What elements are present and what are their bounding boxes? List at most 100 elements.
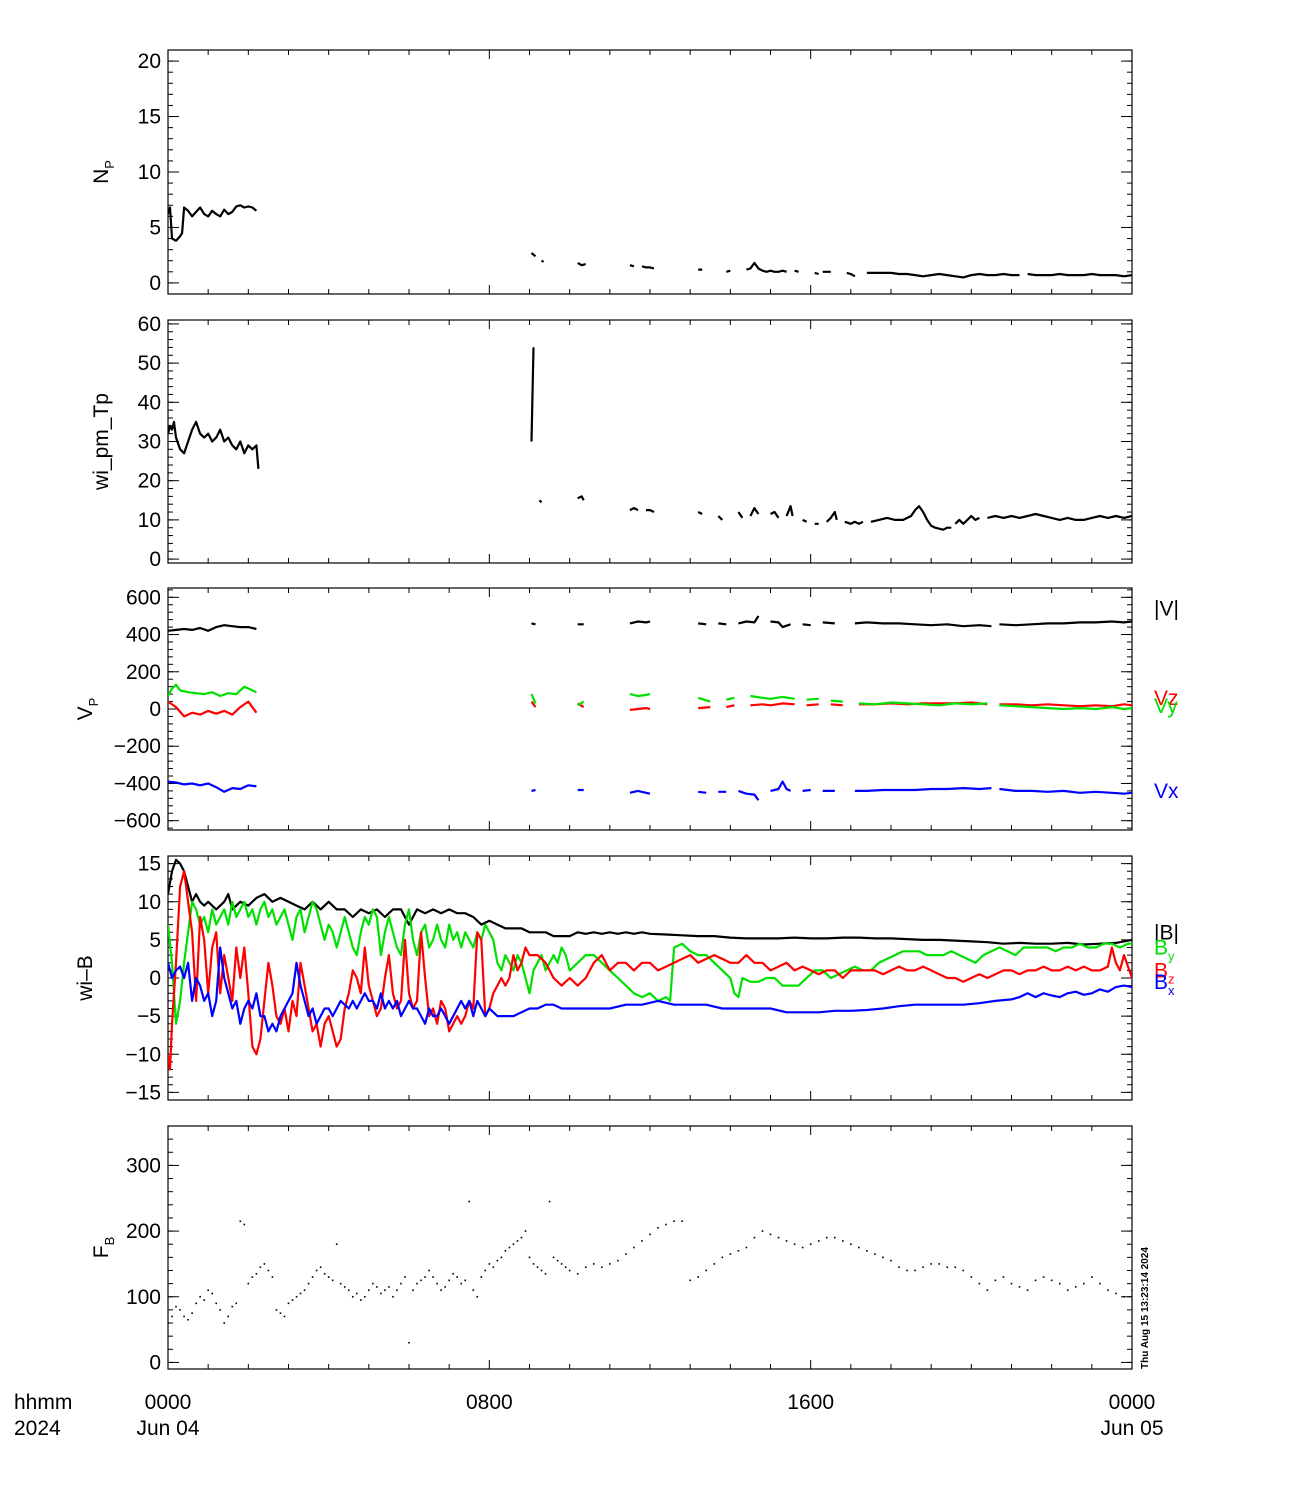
data-point — [532, 1263, 535, 1265]
data-point — [476, 1295, 479, 1298]
data-point — [946, 1266, 949, 1269]
data-point — [472, 1289, 475, 1291]
y-axis-label-sub: P — [102, 160, 117, 169]
data-point — [1123, 1295, 1125, 1298]
data-point — [540, 1269, 543, 1272]
y-tick-label: −200 — [114, 735, 161, 758]
y-tick-label: 5 — [149, 216, 161, 239]
data-point — [331, 1279, 334, 1282]
data-point — [1107, 1289, 1109, 1291]
data-point — [291, 1299, 294, 1301]
series-line — [168, 780, 1132, 801]
data-point — [255, 1272, 258, 1275]
panel-np: 0 5 10 15 20 NP — [90, 49, 1133, 295]
data-point — [548, 1200, 551, 1203]
data-point — [729, 1253, 732, 1255]
data-point — [930, 1263, 932, 1265]
data-point — [468, 1200, 471, 1203]
y-axis-label-main: V — [74, 706, 97, 720]
data-point — [448, 1279, 450, 1282]
data-point — [1010, 1282, 1013, 1285]
data-point — [1042, 1276, 1045, 1278]
y-axis-label: wi_pm_Tp — [90, 393, 113, 491]
data-point — [914, 1269, 916, 1272]
x-axis-row1-label: hhmm — [14, 1391, 72, 1414]
data-point — [392, 1295, 394, 1298]
data-point — [351, 1295, 354, 1298]
data-point — [962, 1269, 965, 1272]
data-point — [568, 1269, 571, 1272]
y-tick-label: 0 — [149, 272, 161, 295]
data-point — [994, 1279, 997, 1282]
series-Bz — [168, 870, 1132, 1071]
data-point — [175, 1305, 177, 1308]
x-tick-label: 1600 — [787, 1391, 834, 1414]
y-tick-label: 60 — [138, 313, 161, 336]
y-tick-label: 100 — [126, 1286, 161, 1309]
data-point — [1099, 1282, 1101, 1285]
data-point — [697, 1276, 699, 1278]
y-tick-label: 0 — [149, 967, 161, 990]
y-tick-label: 300 — [126, 1154, 161, 1177]
y-tick-label: 600 — [126, 586, 161, 609]
panel-fb: 0 100 200 300 FB — [90, 1125, 1133, 1374]
y-tick-label: −10 — [125, 1043, 161, 1066]
y-tick-label: 10 — [138, 891, 161, 914]
y-tick-label: 20 — [138, 470, 161, 493]
panel-frame — [167, 1125, 1133, 1370]
data-point — [488, 1263, 491, 1265]
data-point — [745, 1246, 748, 1249]
data-point — [809, 1243, 812, 1246]
series-line — [168, 946, 1132, 1033]
y-tick-label: 0 — [149, 1351, 161, 1374]
data-point — [890, 1259, 892, 1262]
panel-frame — [167, 319, 1133, 564]
y-tick-label: 200 — [126, 661, 161, 684]
data-point — [484, 1269, 487, 1272]
data-point — [665, 1223, 667, 1226]
y-axis-label-main: N — [90, 169, 113, 184]
data-point — [801, 1246, 804, 1249]
data-point — [978, 1282, 981, 1285]
data-point — [412, 1289, 414, 1291]
data-point — [251, 1276, 254, 1278]
data-point — [536, 1266, 539, 1269]
data-point — [882, 1256, 884, 1259]
panel-tp: 0 10 20 30 40 50 60 wi_pm_Tp — [90, 313, 1133, 571]
y-axis-label-main: wi_pm_Tp — [90, 393, 113, 491]
series-|B| — [168, 858, 1132, 946]
data-point — [520, 1236, 523, 1239]
data-point — [721, 1256, 724, 1259]
data-point — [1074, 1286, 1077, 1288]
data-point — [649, 1233, 651, 1236]
data-point — [372, 1282, 374, 1285]
data-point — [420, 1279, 422, 1282]
data-point — [1083, 1282, 1085, 1285]
data-point — [1091, 1276, 1093, 1278]
series-label: Vx — [1154, 780, 1179, 803]
y-tick-label: 50 — [138, 352, 161, 375]
data-point — [970, 1276, 973, 1278]
data-point — [576, 1272, 579, 1275]
data-point — [360, 1299, 362, 1301]
data-point — [681, 1220, 683, 1223]
data-point — [785, 1240, 788, 1242]
series-label-main: B — [1154, 937, 1168, 960]
data-point — [601, 1266, 603, 1269]
x-tick-sublabel: Jun 05 — [1100, 1417, 1163, 1440]
data-point — [496, 1259, 499, 1262]
data-point — [516, 1240, 519, 1242]
data-point — [793, 1243, 796, 1246]
data-point — [179, 1309, 181, 1311]
data-point — [657, 1226, 659, 1229]
data-point — [464, 1279, 467, 1282]
data-point — [777, 1236, 780, 1239]
data-point — [833, 1236, 836, 1239]
data-point — [315, 1269, 318, 1272]
data-point — [231, 1305, 234, 1308]
data-point — [560, 1263, 563, 1265]
data-point — [355, 1292, 358, 1295]
data-point — [279, 1312, 282, 1314]
